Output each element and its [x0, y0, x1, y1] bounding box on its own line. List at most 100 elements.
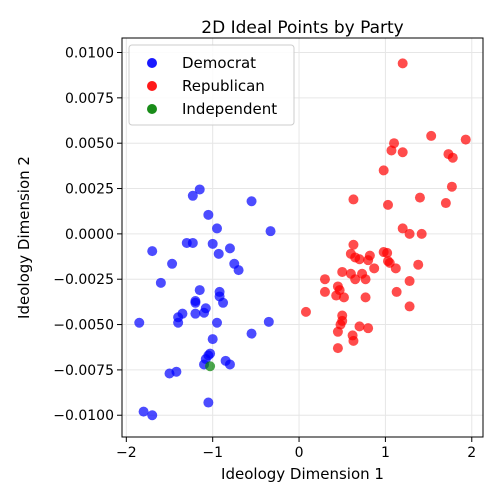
republican-point	[319, 286, 330, 297]
republican-point	[390, 263, 401, 274]
democrat-point	[263, 316, 274, 327]
republican-point	[426, 130, 437, 141]
democrat-point	[167, 258, 178, 269]
republican-point	[337, 266, 348, 277]
y-tick-label: 0.0025	[65, 182, 114, 198]
democrat-point	[134, 317, 145, 328]
x-axis-label: Ideology Dimension 1	[221, 465, 384, 483]
republican-point	[391, 286, 402, 297]
chart-title: 2D Ideal Points by Party	[201, 18, 403, 38]
republican-point	[338, 292, 349, 303]
x-tick-label: −1	[202, 445, 223, 461]
republican-point	[350, 274, 361, 285]
legend-box	[128, 44, 295, 126]
republican-point	[397, 58, 408, 69]
democrat-point	[246, 328, 257, 339]
democrat-point	[190, 308, 201, 319]
legend-label-republican: Republican	[182, 77, 265, 95]
republican-point	[348, 194, 359, 205]
republican-point	[300, 306, 311, 317]
democrat-point	[224, 359, 235, 370]
republican-point	[369, 263, 380, 274]
democrat-point	[187, 190, 198, 201]
legend-marker-independent	[147, 104, 157, 114]
axis-ticks: −2 −1 0 1 2 −0.0100 −0.0075 −0.0050 −0.0025 0.000…	[53, 46, 476, 461]
democrat-point	[203, 397, 214, 408]
democrat-point	[212, 223, 222, 234]
y-axis-label: Ideology Dimension 2	[15, 156, 33, 319]
republican-point	[348, 335, 359, 346]
democrat-point	[207, 238, 218, 249]
series-independent	[205, 361, 216, 372]
legend: Democrat Republican Independent	[128, 44, 295, 126]
republican-point	[360, 292, 371, 303]
legend-label-independent: Independent	[182, 100, 277, 118]
republican-point	[363, 255, 374, 266]
democrat-point	[218, 297, 229, 308]
democrat-point	[194, 285, 205, 296]
republican-point	[332, 343, 343, 354]
series-democrat	[134, 184, 276, 421]
y-tick-label: 0.0075	[65, 91, 114, 107]
y-tick-label: −0.0100	[53, 408, 114, 424]
democrat-point	[199, 307, 210, 318]
republican-point	[319, 274, 330, 285]
democrat-point	[138, 406, 149, 417]
plot-frame	[121, 37, 484, 438]
republican-point	[404, 301, 415, 312]
legend-marker-democrat	[147, 58, 157, 68]
y-tick-label: −0.0025	[53, 272, 114, 288]
legend-marker-republican	[147, 81, 157, 91]
y-tick-label: −0.0050	[53, 318, 114, 334]
democrat-point	[246, 196, 257, 207]
x-tick-label: 0	[295, 445, 304, 461]
republican-point	[354, 321, 365, 332]
democrat-point	[187, 237, 198, 248]
republican-point	[397, 147, 408, 158]
y-tick-label: −0.0075	[53, 363, 114, 379]
y-tick-label: 0.0100	[65, 46, 114, 62]
republican-point	[360, 274, 371, 285]
democrat-point	[194, 184, 205, 195]
independent-point	[205, 361, 216, 372]
democrat-point	[213, 248, 224, 259]
y-tick-label: 0.0050	[65, 136, 114, 152]
republican-point	[383, 199, 393, 210]
republican-point	[331, 290, 342, 301]
republican-point	[363, 323, 374, 334]
democrat-point	[265, 226, 276, 237]
democrat-point	[173, 317, 184, 328]
republican-point	[382, 247, 393, 258]
democrat-point	[155, 277, 166, 288]
democrat-point	[190, 297, 201, 308]
republican-point	[446, 181, 457, 192]
republican-point	[404, 228, 415, 239]
x-tick-label: −2	[116, 445, 137, 461]
democrat-point	[207, 334, 218, 345]
y-tick-label: 0.0000	[65, 227, 114, 243]
democrat-point	[147, 410, 158, 421]
republican-point	[460, 134, 471, 145]
republican-point	[332, 326, 343, 337]
data-points	[134, 58, 471, 421]
republican-point	[404, 276, 415, 287]
x-tick-label: 1	[381, 445, 390, 461]
republican-point	[447, 152, 458, 163]
republican-point	[440, 198, 451, 209]
x-tick-label: 2	[467, 445, 476, 461]
democrat-point	[171, 366, 182, 377]
democrat-point	[147, 246, 158, 257]
democrat-point	[233, 265, 244, 276]
republican-point	[397, 223, 408, 234]
republican-point	[414, 192, 425, 203]
democrat-point	[203, 209, 214, 220]
republican-point	[348, 239, 359, 250]
democrat-point	[212, 317, 222, 328]
democrat-point	[224, 243, 235, 254]
series-republican	[300, 58, 471, 354]
republican-point	[354, 254, 365, 265]
republican-point	[416, 228, 427, 239]
grid-lines	[122, 38, 483, 437]
republican-point	[378, 165, 389, 176]
